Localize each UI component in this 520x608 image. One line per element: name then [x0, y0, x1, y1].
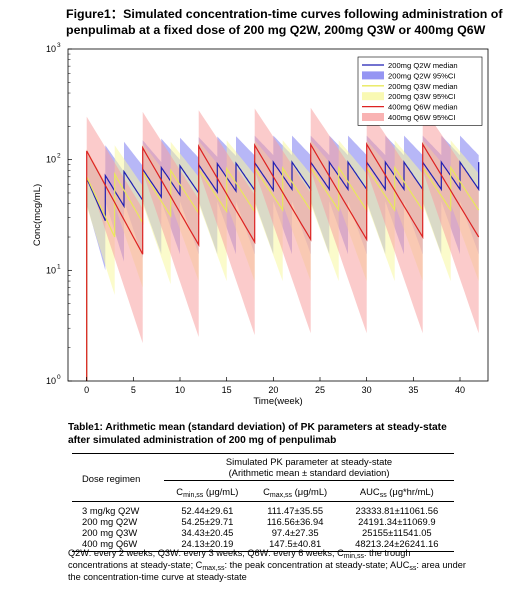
y-tick-label: 10	[46, 376, 56, 386]
plot-frame	[67, 48, 489, 382]
x-axis: 0 5 10 15 20 25 30 35 40	[84, 377, 465, 395]
auc-header: AUCss (μg*hr/mL)	[359, 486, 434, 499]
table-row: 400 mg Q6W 24.13±20.19 147.5±40.81 48213…	[72, 538, 454, 552]
table-cell: 54.25±29.71	[181, 516, 234, 527]
legend-swatch	[362, 113, 384, 121]
legend-label: 400mg Q6W median	[388, 103, 458, 112]
legend-label: 200mg Q3W median	[388, 82, 458, 91]
table-cell: 23333.81±11061.56	[339, 501, 454, 516]
table-cell: 200 mg Q2W	[82, 516, 138, 527]
median-line-0	[86, 160, 480, 381]
x-tick-label: 35	[408, 385, 418, 395]
median-lines	[86, 142, 480, 381]
x-tick-label: 40	[455, 385, 465, 395]
y-tick-exponent: 2	[57, 153, 61, 160]
table-cell: 48213.24±26241.16	[339, 538, 454, 552]
y-tick-exponent: 0	[57, 374, 61, 381]
y-tick-exponent: 1	[57, 263, 61, 270]
cmax-header: Cmax,ss (μg/mL)	[263, 486, 328, 499]
table-row: 200 mg Q3W 34.43±20.45 97.4±27.35 25155±…	[72, 527, 454, 538]
legend-label: 200mg Q2W 95%CI	[388, 71, 456, 80]
y-tick-label: 10	[46, 44, 56, 54]
median-line-4	[86, 142, 480, 381]
table-cell: 111.47±35.55	[250, 501, 340, 516]
x-axis-label: Time(week)	[253, 396, 302, 407]
table-cell: 24191.34±11069.9	[358, 516, 436, 527]
ci-bands	[86, 106, 479, 382]
pk-group-header-line1: Simulated PK parameter at steady-state	[225, 456, 393, 467]
legend-swatch	[362, 92, 384, 101]
legend-swatch	[362, 71, 384, 80]
table-cell: 97.4±27.35	[271, 527, 319, 538]
x-tick-label: 30	[362, 385, 372, 395]
x-tick-label: 20	[268, 385, 278, 395]
y-axis-label: Conc(mcg/mL)	[32, 184, 43, 246]
x-tick-label: 25	[315, 385, 325, 395]
x-tick-label: 5	[131, 385, 136, 395]
table-cell: 24.13±20.19	[164, 538, 251, 552]
table-cell: 147.5±40.81	[250, 538, 340, 552]
pk-parameter-table: Dose regimen Simulated PK parameter at s…	[72, 453, 454, 552]
figure-title: Figure1：Simulated concentration-time cur…	[66, 7, 503, 37]
table-cell: 116.56±36.94	[266, 516, 324, 527]
median-line-2	[86, 165, 480, 381]
x-tick-label: 0	[84, 385, 89, 395]
ci-band-5	[86, 106, 479, 382]
table-cell: 52.44±29.61	[164, 501, 251, 516]
table-cell: 25155±11541.05	[362, 527, 432, 538]
table-cell: 400 mg Q6W	[72, 538, 165, 552]
x-tick-label: 10	[175, 385, 185, 395]
pk-group-header-line2: (Arithmetic mean ± standard deviation)	[228, 467, 390, 478]
legend-label: 200mg Q3W 95%CI	[388, 92, 456, 101]
table-row: 200 mg Q2W 54.25±29.71 116.56±36.94 2419…	[72, 516, 454, 527]
table-cell: 3 mg/kg Q2W	[72, 501, 165, 516]
table-cell: 34.43±20.45	[181, 527, 234, 538]
dose-regimen-header: Dose regimen	[72, 453, 165, 502]
pk-group-header: Simulated PK parameter at steady-state (…	[164, 453, 454, 481]
y-tick-exponent: 3	[57, 42, 61, 49]
legend-label: 400mg Q6W 95%CI	[388, 113, 456, 122]
legend-label: 200mg Q2W median	[388, 61, 458, 70]
cmin-header: Cmin,ss (μg/mL)	[176, 486, 239, 499]
table-title: Table1: Arithmetic mean (standard deviat…	[68, 422, 447, 446]
table-footnote: Q2W: every 2 weeks; Q3W: every 3 weeks; …	[68, 548, 466, 582]
y-tick-label: 10	[46, 155, 56, 165]
x-tick-label: 15	[222, 385, 232, 395]
table-row: 3 mg/kg Q2W 52.44±29.61 111.47±35.55 233…	[72, 501, 454, 516]
y-tick-label: 10	[46, 265, 56, 275]
table-cell: 200 mg Q3W	[82, 527, 138, 538]
